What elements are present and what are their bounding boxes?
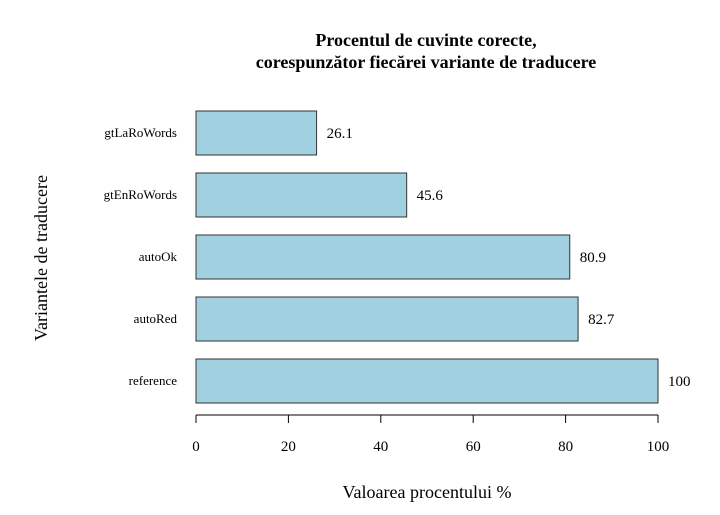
x-tick-label-20: 20: [281, 439, 296, 455]
data-label-gtEnRoWords: 45.6: [417, 188, 444, 204]
y-axis-label: Variantele de traducere: [31, 175, 51, 341]
data-label-gtLaRoWords: 26.1: [327, 126, 353, 142]
x-axis: 0 20 40 60 80 100: [192, 414, 670, 455]
bar-autoOk: [195, 234, 571, 280]
bars-layer: 26.1 gtLaRoWords 45.6 gtEnRoWords 80.9 autoOk…: [104, 110, 691, 404]
category-label-gtLaRoWords: gtLaRoWords: [104, 125, 177, 140]
x-tick-label-60: 60: [466, 439, 481, 455]
data-label-reference: 100: [668, 374, 691, 390]
bar-autoRed: [195, 296, 579, 342]
x-tick-label-80: 80: [558, 439, 573, 455]
category-label-autoOk: autoOk: [139, 249, 178, 264]
category-label-gtEnRoWords: gtEnRoWords: [104, 187, 177, 202]
bar-gtLaRoWords: [195, 110, 318, 156]
data-label-autoRed: 82.7: [588, 312, 615, 328]
category-label-reference: reference: [129, 373, 178, 388]
x-tick-label-100: 100: [647, 439, 670, 455]
data-label-autoOk: 80.9: [580, 250, 606, 266]
category-label-autoRed: autoRed: [134, 311, 178, 326]
bar-reference: [195, 358, 659, 404]
chart-title-line-1: Procentul de cuvinte corecte,: [315, 30, 536, 50]
chart-title-line-2: corespunzător fiecărei variante de tradu…: [256, 52, 597, 72]
x-tick-label-0: 0: [192, 439, 200, 455]
x-tick-label-40: 40: [373, 439, 388, 455]
x-axis-label: Valoarea procentului %: [343, 482, 512, 502]
bar-gtEnRoWords: [195, 172, 408, 218]
